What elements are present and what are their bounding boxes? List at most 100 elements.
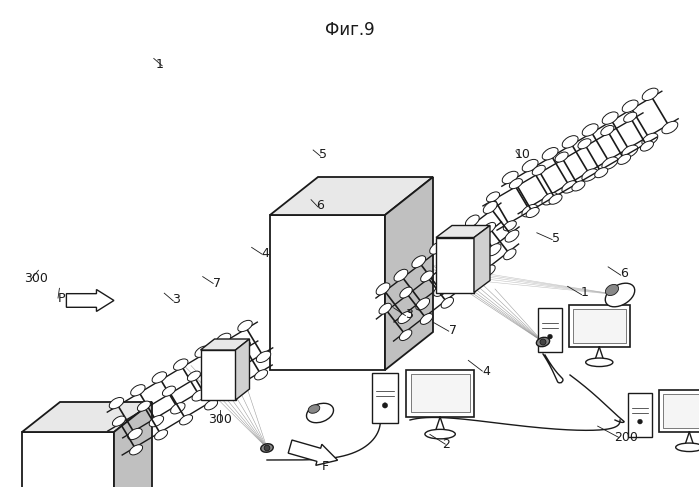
Ellipse shape (394, 269, 408, 281)
Ellipse shape (582, 124, 598, 136)
Ellipse shape (420, 314, 433, 324)
Ellipse shape (536, 337, 549, 347)
Ellipse shape (154, 430, 168, 440)
Ellipse shape (442, 255, 454, 266)
Ellipse shape (622, 100, 638, 112)
Ellipse shape (412, 256, 426, 268)
Text: Фиг.9: Фиг.9 (325, 21, 374, 39)
Ellipse shape (376, 283, 390, 295)
Polygon shape (22, 402, 152, 432)
Polygon shape (573, 309, 626, 343)
Polygon shape (569, 304, 630, 347)
Ellipse shape (433, 284, 447, 297)
Ellipse shape (487, 192, 500, 202)
Ellipse shape (205, 400, 217, 410)
Ellipse shape (149, 415, 164, 427)
Ellipse shape (421, 271, 433, 282)
Ellipse shape (425, 430, 455, 439)
Ellipse shape (642, 88, 658, 100)
Ellipse shape (462, 239, 475, 249)
Ellipse shape (138, 401, 150, 411)
Ellipse shape (600, 126, 614, 135)
Polygon shape (658, 390, 699, 432)
Ellipse shape (542, 192, 558, 205)
Text: 4: 4 (261, 247, 270, 260)
Ellipse shape (562, 181, 578, 193)
Ellipse shape (483, 202, 497, 213)
Text: 10: 10 (515, 149, 531, 161)
Ellipse shape (254, 370, 268, 380)
FancyArrow shape (288, 440, 338, 466)
Ellipse shape (676, 443, 699, 451)
Ellipse shape (238, 320, 252, 332)
Text: 6: 6 (620, 267, 628, 280)
Ellipse shape (483, 265, 495, 276)
Text: 2: 2 (442, 438, 450, 450)
Ellipse shape (662, 121, 678, 134)
Ellipse shape (487, 244, 501, 256)
Ellipse shape (229, 385, 243, 395)
Ellipse shape (212, 356, 225, 366)
Text: P: P (58, 292, 65, 304)
Ellipse shape (441, 298, 454, 308)
Ellipse shape (261, 444, 273, 452)
Ellipse shape (171, 403, 185, 414)
Polygon shape (270, 177, 433, 215)
Polygon shape (114, 402, 152, 487)
Ellipse shape (466, 215, 480, 227)
FancyArrow shape (66, 289, 114, 312)
Polygon shape (22, 432, 114, 487)
Ellipse shape (195, 346, 210, 357)
Text: 6: 6 (316, 199, 324, 212)
Ellipse shape (542, 148, 558, 160)
Text: 200: 200 (614, 431, 637, 444)
Ellipse shape (640, 141, 654, 151)
Ellipse shape (430, 242, 444, 254)
Text: 1: 1 (581, 286, 589, 299)
Ellipse shape (637, 419, 642, 424)
Ellipse shape (540, 339, 546, 345)
Ellipse shape (503, 221, 517, 231)
Polygon shape (201, 350, 236, 400)
Polygon shape (385, 177, 433, 370)
Ellipse shape (400, 287, 412, 298)
Ellipse shape (462, 281, 475, 292)
Ellipse shape (416, 298, 430, 310)
Polygon shape (663, 394, 699, 428)
Ellipse shape (382, 403, 388, 408)
Ellipse shape (572, 181, 585, 191)
Ellipse shape (128, 429, 142, 440)
Text: F: F (322, 460, 329, 473)
Ellipse shape (238, 341, 250, 351)
Ellipse shape (602, 112, 618, 124)
Text: 7: 7 (212, 277, 221, 290)
Polygon shape (236, 339, 250, 400)
Ellipse shape (605, 283, 635, 307)
Ellipse shape (555, 152, 568, 162)
Text: 1: 1 (155, 58, 164, 71)
Ellipse shape (173, 359, 188, 370)
Ellipse shape (624, 112, 637, 122)
Ellipse shape (131, 385, 145, 396)
Ellipse shape (595, 168, 608, 178)
Ellipse shape (549, 194, 562, 204)
Ellipse shape (213, 377, 228, 388)
Polygon shape (436, 238, 474, 293)
Ellipse shape (547, 334, 552, 339)
Text: 5: 5 (319, 149, 327, 161)
Polygon shape (538, 308, 562, 352)
Ellipse shape (469, 257, 483, 269)
Ellipse shape (379, 303, 391, 314)
Ellipse shape (622, 145, 637, 157)
Ellipse shape (532, 165, 545, 175)
Polygon shape (270, 215, 385, 370)
Ellipse shape (129, 445, 143, 455)
Ellipse shape (180, 415, 193, 425)
Ellipse shape (187, 371, 201, 381)
Polygon shape (406, 370, 475, 417)
Ellipse shape (308, 405, 320, 413)
Ellipse shape (109, 397, 124, 409)
Ellipse shape (235, 364, 250, 375)
Text: 300: 300 (24, 272, 48, 285)
Polygon shape (436, 225, 490, 238)
